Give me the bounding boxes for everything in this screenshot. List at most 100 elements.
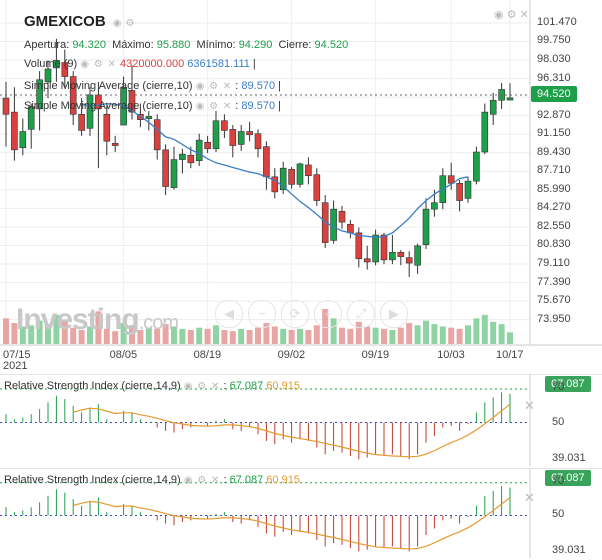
rsi2-close-icon[interactable]: ✕ — [524, 490, 535, 505]
last-price-badge: 94.520 — [531, 86, 577, 102]
y-tick-label: 77.390 — [537, 275, 571, 288]
high-value: 95.880 — [156, 39, 191, 51]
rsi1-close-icon[interactable]: ✕ — [524, 398, 535, 413]
volume-bar — [423, 320, 429, 344]
rsi-pane-2[interactable] — [0, 468, 602, 558]
candle-body — [11, 111, 18, 151]
candle-body — [36, 79, 43, 110]
volume-bar — [255, 327, 261, 344]
candlesticks — [2, 38, 514, 278]
candle-body — [111, 143, 119, 146]
candle-body — [19, 131, 27, 149]
watermark-text: Investing — [16, 303, 140, 336]
candle-body — [447, 175, 455, 184]
volume-bar — [473, 318, 480, 344]
volume-bar — [355, 321, 362, 344]
candle-body — [78, 113, 85, 131]
candle-body — [153, 119, 161, 151]
open-label: Apertura: — [24, 39, 70, 51]
price-chart[interactable]: 07/15 08/05 08/19 09/02 09/19 10/03 10/17 2021 — [0, 0, 602, 370]
candle-body — [489, 99, 497, 115]
candle-body — [380, 234, 388, 261]
y-tick-label: 101.470 — [537, 15, 577, 28]
title-settings-icon[interactable]: ⚙ — [125, 18, 136, 29]
volume-bar — [87, 326, 93, 344]
rsi2-signal: 60.915 — [266, 474, 300, 486]
x-tick-label: 09/02 — [278, 349, 306, 361]
volume-bar — [397, 327, 404, 344]
volume-bar — [171, 326, 177, 344]
rsi2-badge: 67.087 — [545, 470, 591, 486]
candle-body — [53, 60, 60, 69]
volume-bar — [11, 323, 18, 344]
rsi2-legend-icons[interactable]: ◉ ⚙ ✕ — [183, 475, 221, 486]
y-tick-label: 87.710 — [537, 164, 571, 177]
volume-bar — [406, 323, 413, 344]
rsi1-legend: Relative Strength Index (cierre,14,9) ◉ … — [4, 380, 300, 392]
sma2-legend: Simple Moving Average (cierre,10) ◉ ⚙ ✕ … — [24, 100, 281, 112]
reset-icon[interactable]: ⟳ — [281, 300, 309, 328]
candle-body — [473, 151, 480, 182]
x-year-label: 2021 — [3, 360, 27, 370]
rsi1-legend-icons[interactable]: ◉ ⚙ ✕ — [183, 381, 221, 392]
volume-bar — [305, 330, 312, 344]
rsi1-value: 67.087 — [229, 380, 264, 392]
sma2-legend-icons[interactable]: ◉ ⚙ ✕ — [195, 101, 233, 112]
scroll-left-icon[interactable]: ◀ — [215, 300, 243, 328]
y-tick-label: 92.870 — [537, 108, 571, 121]
candle-body — [95, 94, 102, 110]
candle-body — [431, 202, 438, 210]
high-label: Máximo: — [112, 39, 154, 51]
volume-bar — [103, 328, 110, 344]
volume-bar — [347, 328, 354, 344]
volume-bar — [507, 332, 513, 344]
rsi2-legend: Relative Strength Index (cierre,14,9) ◉ … — [4, 474, 300, 486]
candle-body — [229, 129, 237, 146]
volume-bar — [120, 323, 127, 344]
candle-body — [422, 208, 430, 246]
volume-bar — [448, 327, 455, 344]
rsi-pane-1[interactable] — [0, 374, 602, 466]
candle-body — [330, 208, 337, 241]
sma1-label: Simple Moving Average (cierre,10) — [24, 80, 193, 92]
volume-bar — [481, 314, 488, 344]
volume-bar — [439, 326, 446, 344]
zoom-out-icon[interactable]: − — [248, 300, 276, 328]
scroll-right-icon[interactable]: ▶ — [380, 300, 408, 328]
y-tick-label: 96.310 — [537, 71, 571, 84]
volume-value: 4320000.000 — [119, 58, 185, 70]
watermark-suffix: .com — [138, 312, 179, 334]
volume-legend-icons[interactable]: ◉ ⚙ ✕ — [80, 59, 117, 70]
chart-title-row: GMEXICOB ◉ ⚙ — [24, 13, 136, 30]
volume-bar — [498, 324, 505, 344]
volume-bar — [465, 325, 471, 344]
candle-body — [187, 154, 195, 164]
x-tick-label: 08/05 — [110, 349, 138, 361]
volume-bar — [271, 326, 278, 344]
symbol-title: GMEXICOB — [24, 13, 106, 30]
zoom-in-icon[interactable]: + — [314, 300, 342, 328]
volume-bar — [45, 324, 51, 344]
volume-bar — [70, 327, 77, 344]
fit-icon[interactable]: ⤢ — [347, 300, 375, 328]
y-tick-label: 75.670 — [537, 294, 571, 307]
volume-bar — [53, 314, 60, 344]
candle-body — [145, 116, 153, 119]
x-tick-label: 08/19 — [194, 349, 222, 361]
candle-body — [481, 111, 489, 153]
y-tick-label: 73.950 — [537, 312, 571, 325]
candle-body — [464, 180, 472, 199]
chart-nav-controls: ◀ − ⟳ + ⤢ ▶ — [215, 300, 408, 328]
volume-bar — [213, 325, 219, 344]
candle-body — [414, 245, 421, 266]
close-value: 94.520 — [314, 39, 349, 51]
sma1-legend-icons[interactable]: ◉ ⚙ ✕ — [195, 81, 233, 92]
volume-bar — [389, 330, 396, 344]
title-visibility-icon[interactable]: ◉ — [112, 18, 123, 29]
volume-bar — [95, 311, 102, 344]
volume-bar — [364, 326, 371, 344]
volume-bar — [313, 325, 320, 344]
sma1-value: 89.570 — [241, 80, 276, 92]
chart-menu-icons[interactable]: ◉ ⚙ ✕ — [494, 9, 529, 21]
volume-bar — [381, 328, 387, 344]
